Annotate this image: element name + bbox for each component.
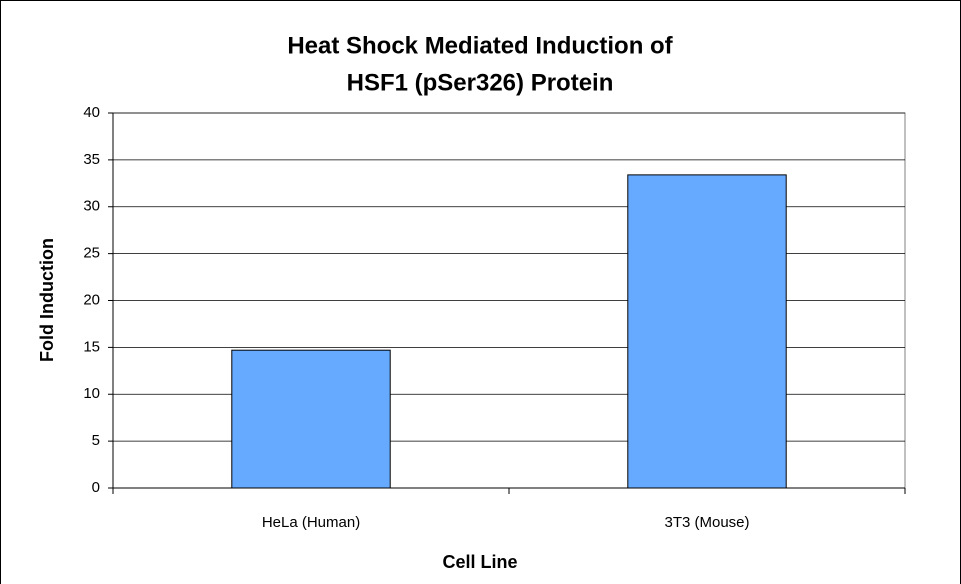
chart-title: HSF1 (pSer326) Protein [347, 69, 614, 96]
y-tick-label: 15 [83, 338, 100, 355]
bar [231, 349, 391, 489]
x-tick-label: HeLa (Human) [262, 514, 360, 531]
y-tick-label: 20 [83, 291, 100, 308]
chart-title: Heat Shock Mediated Induction of [287, 32, 673, 59]
x-tick-label: 3T3 (Mouse) [664, 514, 749, 531]
y-tick-label: 35 [83, 151, 100, 168]
y-tick-label: 40 [83, 104, 100, 121]
y-tick-label: 5 [92, 432, 100, 449]
y-tick-label: 0 [92, 479, 100, 496]
y-tick-label: 10 [83, 385, 100, 402]
bar [627, 174, 787, 489]
y-tick-label: 30 [83, 198, 100, 215]
y-tick-label: 25 [83, 245, 100, 262]
x-axis-label: Cell Line [442, 552, 517, 572]
y-axis-label: Fold Induction [37, 238, 57, 362]
